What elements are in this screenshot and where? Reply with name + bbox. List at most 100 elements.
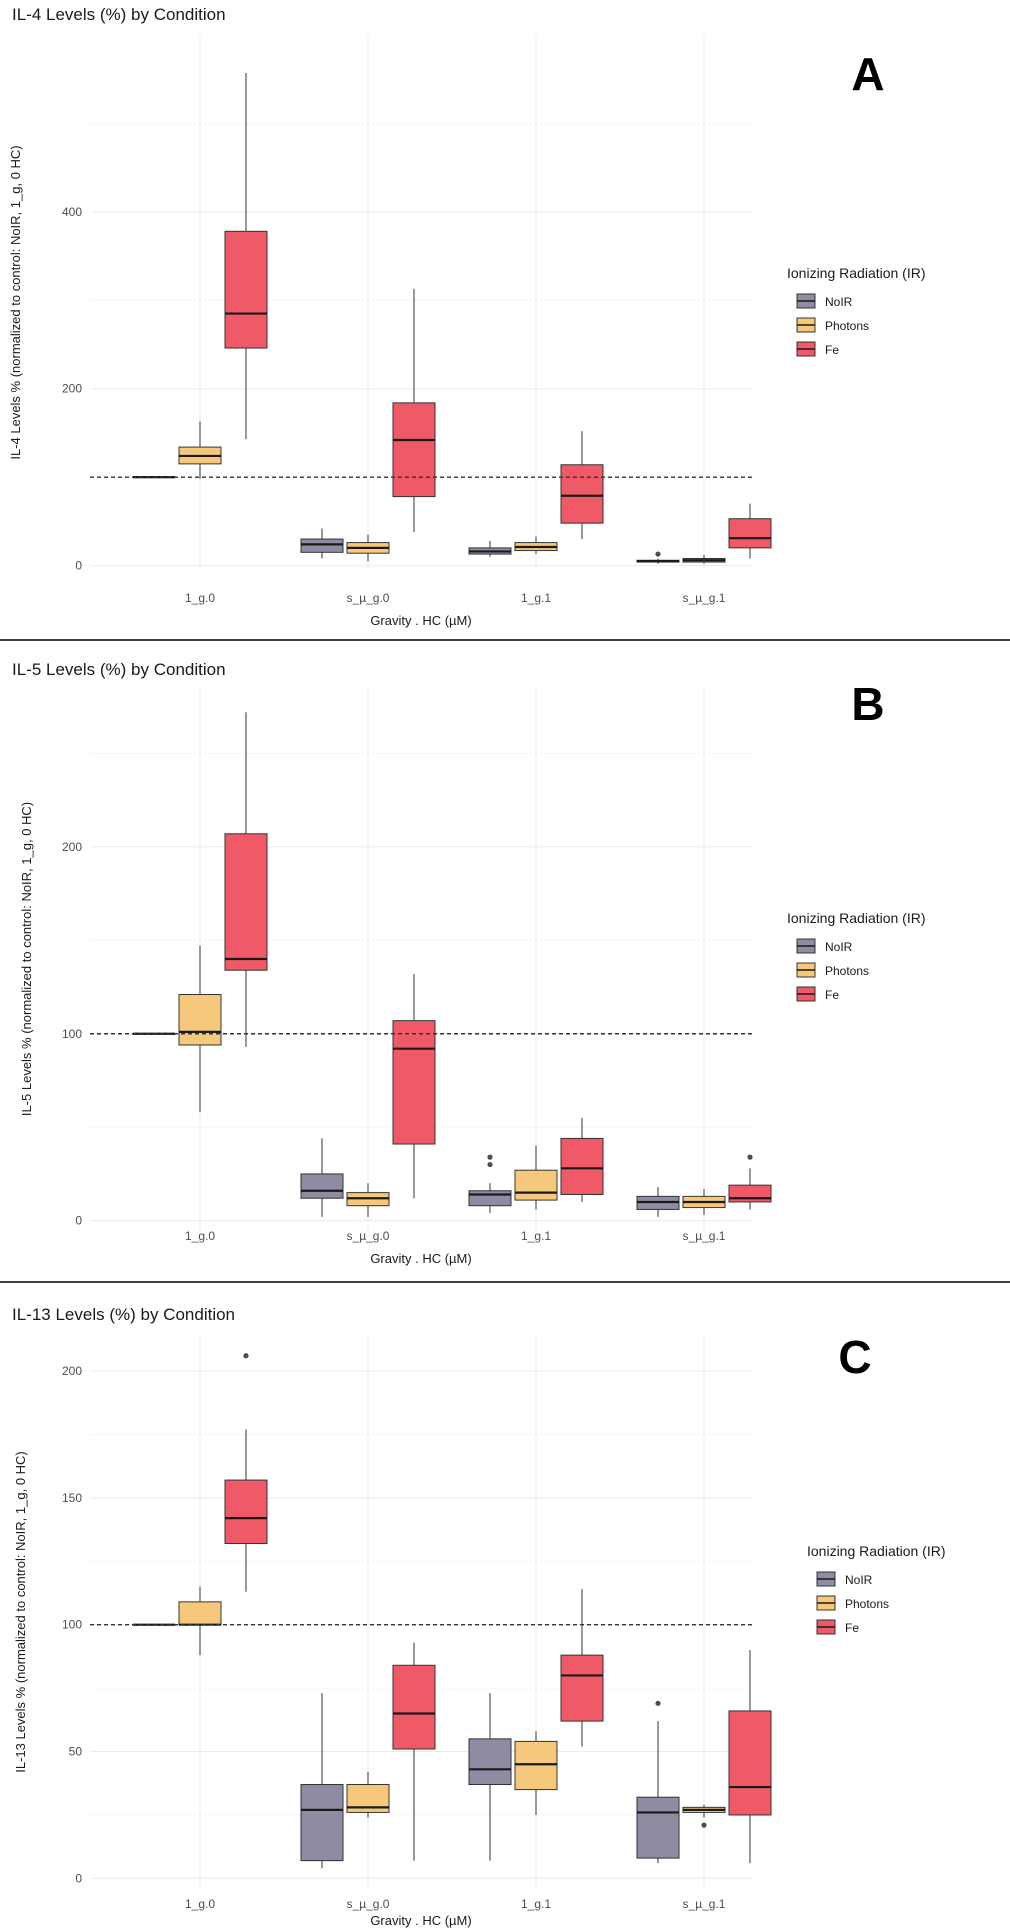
box-iqr <box>224 833 268 971</box>
box-photons-2 <box>514 1145 558 1210</box>
y-tick-label: 200 <box>62 382 82 396</box>
box-iqr <box>560 1654 604 1722</box>
box-iqr <box>636 1796 680 1859</box>
y-axis-title: IL-4 Levels % (normalized to control: No… <box>8 145 23 459</box>
legend-label-fe: Fe <box>825 343 839 357</box>
box-iqr <box>392 1020 436 1145</box>
box-photons-2 <box>514 536 558 555</box>
box-photons-3 <box>682 1804 726 1828</box>
x-tick-label: 1_g.0 <box>185 1229 215 1243</box>
box-noir-2 <box>468 540 512 557</box>
box-fe-2 <box>560 1589 604 1747</box>
box-iqr <box>224 230 268 349</box>
box-iqr <box>224 1479 268 1545</box>
box-photons-1 <box>346 1771 390 1818</box>
outlier-point <box>747 1154 753 1160</box>
box-iqr <box>178 994 222 1046</box>
box-photons-2 <box>514 1731 558 1815</box>
chart-panel-c: 0 50 100 150 200 1_g.0 s_µ_g.0 1_g.1 s_µ_g.1 Grav… <box>12 1305 946 1928</box>
x-tick-label: s_µ_g.0 <box>347 1897 390 1911</box>
box-iqr <box>300 1173 344 1199</box>
x-tick-label: s_µ_g.1 <box>683 1897 726 1911</box>
box-iqr <box>560 1137 604 1195</box>
chart-title: IL-4 Levels (%) by Condition <box>12 5 226 24</box>
outlier-point <box>487 1154 493 1160</box>
box-fe-2 <box>560 431 604 540</box>
legend-label-photons: Photons <box>825 319 869 333</box>
box-iqr <box>514 1169 558 1201</box>
box-noir-2 <box>468 1693 512 1861</box>
box-noir-3 <box>636 1187 680 1217</box>
chart-panel-a: 0 200 400 1_g.0 s_µ_g.0 1_g.1 s_µ_g.1 Gravity .… <box>8 5 926 628</box>
panel-label: A <box>851 48 884 100</box>
box-photons-3 <box>682 554 726 564</box>
box-iqr <box>300 538 344 553</box>
box-iqr <box>392 402 436 498</box>
y-tick-label: 200 <box>62 840 82 854</box>
box-photons-0 <box>178 1586 222 1656</box>
box-fe-0 <box>224 1353 268 1592</box>
y-tick-label: 0 <box>75 1871 82 1885</box>
legend-title: Ionizing Radiation (IR) <box>787 265 926 281</box>
legend-label-photons: Photons <box>845 1597 889 1611</box>
legend-label-fe: Fe <box>825 988 839 1002</box>
panel-label: C <box>838 1331 871 1383</box>
y-tick-label: 50 <box>69 1745 83 1759</box>
box-fe-3 <box>728 503 772 559</box>
x-tick-label: 1_g.0 <box>185 591 215 605</box>
box-photons-1 <box>346 534 390 562</box>
outlier-point <box>655 551 661 557</box>
box-noir-1 <box>300 528 344 559</box>
panel-label: B <box>851 678 884 730</box>
box-fe-3 <box>728 1650 772 1864</box>
y-tick-label: 400 <box>62 205 82 219</box>
box-fe-1 <box>392 1642 436 1861</box>
x-axis-title: Gravity . HC (µM) <box>370 1251 471 1266</box>
x-tick-label: 1_g.1 <box>521 591 551 605</box>
legend-title: Ionizing Radiation (IR) <box>807 1543 946 1559</box>
box-noir-2 <box>468 1154 512 1214</box>
x-tick-label: 1_g.1 <box>521 1897 551 1911</box>
box-iqr <box>728 1710 772 1816</box>
x-tick-label: s_µ_g.0 <box>347 591 390 605</box>
box-iqr <box>392 1664 436 1750</box>
legend-title: Ionizing Radiation (IR) <box>787 910 926 926</box>
x-tick-label: s_µ_g.0 <box>347 1229 390 1243</box>
outlier-point <box>701 1822 707 1828</box>
y-tick-label: 0 <box>75 1214 82 1228</box>
box-fe-2 <box>560 1117 604 1202</box>
box-photons-3 <box>682 1188 726 1216</box>
box-fe-0 <box>224 712 268 1047</box>
box-iqr <box>560 464 604 524</box>
box-fe-1 <box>392 973 436 1199</box>
box-photons-1 <box>346 1183 390 1217</box>
box-iqr <box>178 1601 222 1626</box>
x-tick-label: s_µ_g.1 <box>683 1229 726 1243</box>
box-fe-3 <box>728 1154 772 1210</box>
y-tick-label: 100 <box>62 1027 82 1041</box>
box-iqr <box>468 1738 512 1786</box>
box-fe-1 <box>392 288 436 532</box>
y-axis-title: IL-5 Levels % (normalized to control: No… <box>19 802 34 1116</box>
chart-title: IL-5 Levels (%) by Condition <box>12 660 226 679</box>
y-tick-label: 200 <box>62 1364 82 1378</box>
box-photons-0 <box>178 945 222 1113</box>
box-iqr <box>468 1190 512 1207</box>
box-noir-1 <box>300 1138 344 1217</box>
x-axis-title: Gravity . HC (µM) <box>370 1913 471 1928</box>
x-axis-title: Gravity . HC (µM) <box>370 613 471 628</box>
x-tick-label: 1_g.0 <box>185 1897 215 1911</box>
legend-label-noir: NoIR <box>825 940 853 954</box>
box-iqr <box>300 1784 344 1862</box>
legend-label-photons: Photons <box>825 964 869 978</box>
x-tick-label: s_µ_g.1 <box>683 591 726 605</box>
outlier-point <box>655 1700 661 1706</box>
box-iqr <box>728 518 772 549</box>
chart-panel-b: 0 100 200 1_g.0 s_µ_g.0 1_g.1 s_µ_g.1 Gravity .… <box>12 660 926 1266</box>
legend: Ionizing Radiation (IR) NoIR Photons Fe <box>787 910 926 1002</box>
box-iqr <box>728 1184 772 1203</box>
legend-label-noir: NoIR <box>845 1573 873 1587</box>
box-noir-3 <box>636 551 680 564</box>
legend-label-fe: Fe <box>845 1621 859 1635</box>
